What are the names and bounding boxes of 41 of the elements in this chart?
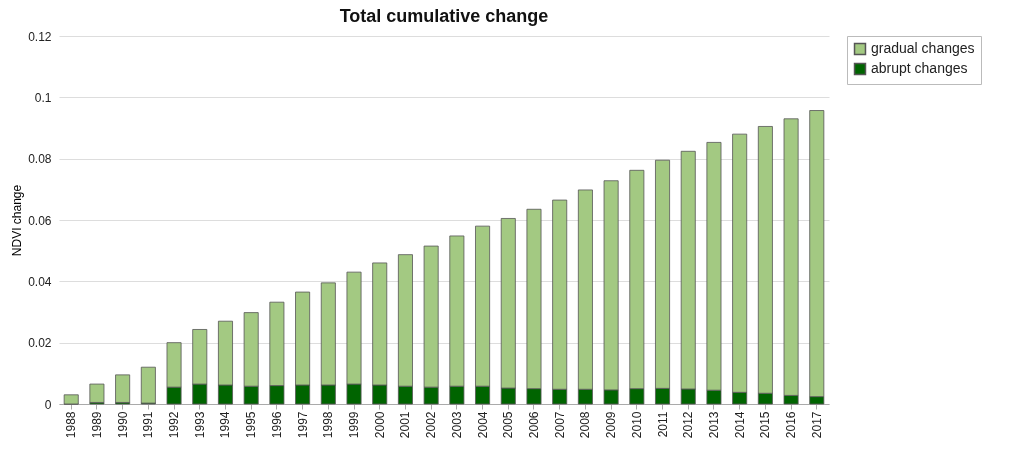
- y-tick-label: 0.04: [28, 274, 52, 289]
- legend-label: gradual changes: [871, 40, 975, 56]
- x-tick-label: 2011: [655, 411, 670, 438]
- y-tick-label: 0.1: [34, 90, 52, 105]
- x-tick-label: 2008: [578, 411, 593, 439]
- y-tick-label: 0.08: [28, 152, 52, 167]
- x-tick-label: 1995: [244, 411, 259, 439]
- x-tick-label: 1997: [295, 411, 310, 439]
- x-tick-label: 2007: [552, 411, 567, 439]
- y-tick-label: 0.02: [28, 336, 52, 351]
- x-tick-label: 2016: [784, 411, 799, 439]
- x-tick-label: 1988: [64, 411, 79, 439]
- x-tick-label: 2005: [501, 411, 516, 439]
- legend-label: abrupt changes: [871, 60, 968, 76]
- x-tick-label: 2010: [629, 411, 644, 439]
- x-tick-label: 2015: [758, 411, 773, 439]
- x-tick-label: 1989: [89, 411, 104, 439]
- y-axis-title: NDVI change: [10, 184, 25, 257]
- x-tick-label: 2000: [372, 411, 387, 439]
- x-tick-label: 2003: [449, 411, 464, 439]
- x-tick-label: 2009: [604, 411, 619, 439]
- x-tick-label: 2004: [475, 411, 490, 439]
- x-tick-label: 1992: [167, 411, 182, 439]
- chart-title: Total cumulative change: [339, 6, 549, 26]
- x-tick-label: 2017: [809, 411, 824, 439]
- x-tick-label: 1996: [269, 411, 284, 439]
- x-tick-label: 1999: [347, 411, 362, 439]
- x-tick-label: 1993: [192, 411, 207, 439]
- y-tick-label: 0.12: [28, 29, 52, 44]
- x-tick-label: 1998: [321, 411, 336, 439]
- x-tick-label: 2006: [526, 411, 541, 439]
- x-tick-label: 1991: [141, 411, 156, 439]
- x-tick-label: 1994: [218, 411, 233, 439]
- x-tick-label: 1990: [115, 411, 130, 439]
- y-tick-label: 0.06: [28, 213, 52, 228]
- x-tick-label: 2013: [706, 411, 721, 439]
- x-tick-label: 2001: [398, 411, 413, 439]
- x-tick-label: 2002: [424, 411, 439, 439]
- x-tick-label: 2012: [681, 411, 696, 439]
- y-tick-label: 0: [44, 397, 52, 412]
- x-tick-label: 2014: [732, 411, 747, 439]
